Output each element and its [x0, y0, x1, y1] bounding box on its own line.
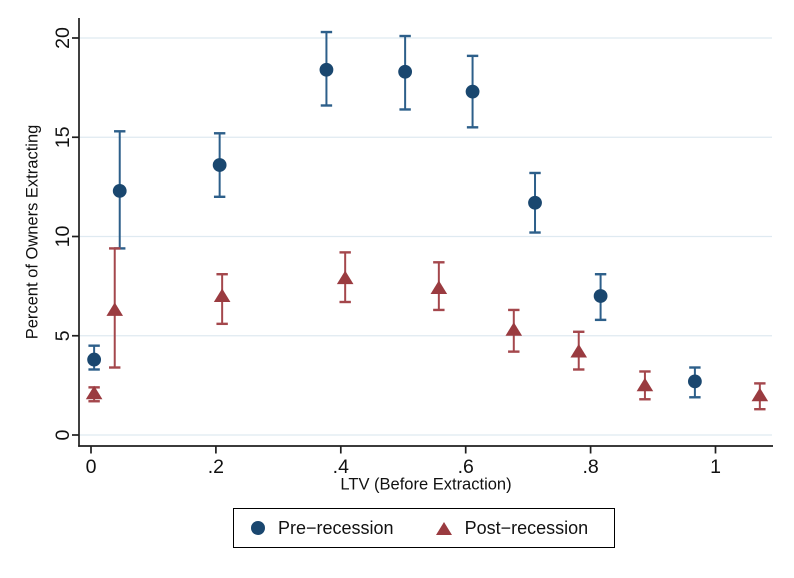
y-tick-label: 0 — [52, 429, 74, 440]
legend-label-pre-recession: Pre−recession — [278, 517, 394, 538]
data-point-circle — [465, 84, 480, 99]
x-tick-label: .8 — [582, 456, 598, 478]
data-point-triangle — [570, 344, 588, 358]
y-tick-label: 5 — [52, 330, 74, 341]
x-tick-label: .6 — [458, 456, 474, 478]
y-tick-label: 20 — [52, 27, 74, 49]
legend-item-pre-recession: Pre−recession — [251, 518, 394, 539]
data-point-triangle — [106, 302, 124, 316]
y-tick-label: 15 — [52, 126, 74, 148]
x-tick-label: 1 — [710, 456, 721, 478]
y-axis-title: Percent of Owners Extracting — [23, 124, 42, 340]
triangle-marker-icon — [435, 521, 452, 535]
data-point-circle — [593, 289, 608, 303]
data-point-circle — [112, 183, 127, 198]
data-point-triangle — [505, 322, 523, 336]
y-tick-label: 10 — [52, 226, 74, 248]
legend: Pre−recession Post−recession — [233, 508, 615, 548]
data-point-triangle — [336, 270, 354, 285]
data-point-circle — [398, 64, 413, 79]
x-tick-label: .2 — [208, 456, 224, 478]
legend-item-post-recession: Post−recession — [435, 517, 589, 539]
legend-label-post-recession: Post−recession — [464, 517, 589, 538]
circle-marker-icon — [251, 521, 265, 535]
data-point-triangle — [85, 385, 103, 400]
data-point-triangle — [213, 288, 231, 302]
x-axis-title: LTV (Before Extraction) — [340, 475, 512, 494]
data-point-circle — [87, 352, 102, 367]
x-tick-label: 0 — [86, 456, 97, 478]
data-point-triangle — [430, 280, 448, 295]
data-point-circle — [528, 195, 542, 210]
data-point-circle — [319, 62, 334, 77]
x-tick-label: .4 — [333, 456, 349, 478]
data-point-triangle — [751, 387, 769, 402]
data-point-circle — [212, 158, 227, 172]
data-point-circle — [687, 374, 702, 389]
data-point-triangle — [636, 377, 654, 392]
